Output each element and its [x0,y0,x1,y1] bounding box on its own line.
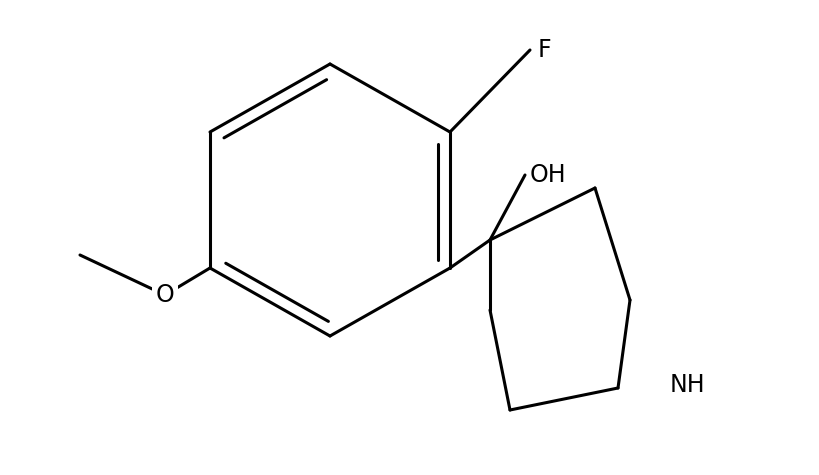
Text: NH: NH [669,373,705,397]
Text: OH: OH [529,163,566,187]
Text: F: F [537,38,551,62]
Text: O: O [156,283,174,307]
